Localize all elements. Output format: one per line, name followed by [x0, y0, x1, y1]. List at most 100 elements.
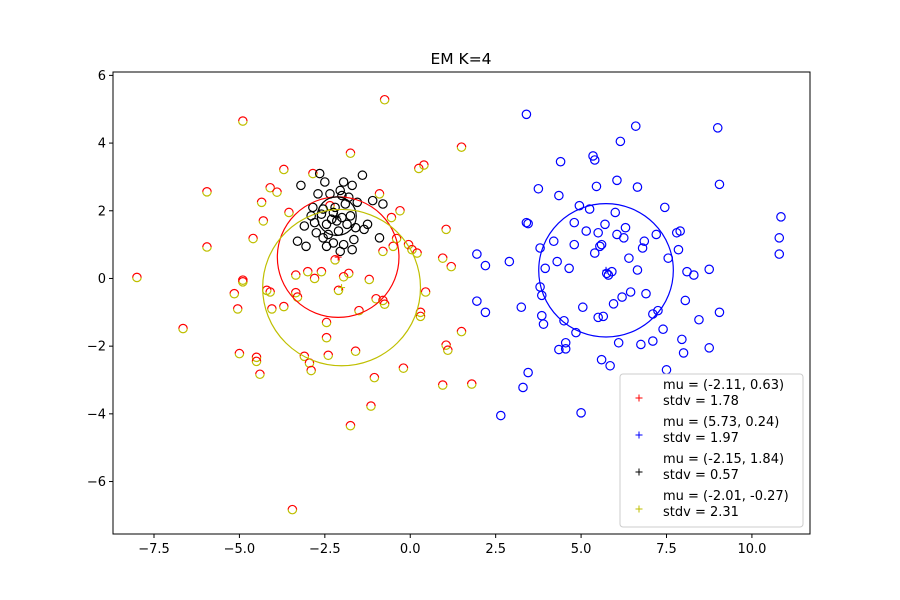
data-point-black	[357, 170, 368, 181]
data-point-red-yellow	[388, 241, 398, 252]
data-point-black	[328, 238, 339, 248]
data-point-blue	[516, 302, 527, 313]
data-point-blue	[704, 264, 715, 275]
x-tick-label: 10.0	[737, 542, 766, 557]
data-point-black	[330, 202, 340, 213]
data-point-black	[296, 180, 306, 191]
data-point-black	[367, 195, 378, 206]
legend-item-1: mu = (-2.11, 0.63) stdv = 1.78	[635, 378, 784, 409]
data-point-blue	[576, 408, 586, 418]
data-point-blue	[658, 324, 668, 335]
data-point-blue	[648, 336, 658, 346]
data-point-blue	[653, 305, 663, 316]
data-point-blue	[564, 263, 574, 274]
x-tick-label: −2.5	[309, 542, 341, 557]
y-tick-label: −4	[87, 407, 106, 422]
plot-marks	[132, 94, 786, 515]
legend-item-2: mu = (5.73, 0.24) stdv = 1.97	[635, 415, 779, 446]
data-point-blue	[651, 229, 662, 240]
data-point-red-yellow	[229, 288, 240, 299]
data-point-blue	[480, 260, 491, 271]
data-point-red-yellow	[287, 504, 298, 515]
x-tick-label: −7.5	[138, 542, 170, 557]
data-point-black	[301, 241, 311, 252]
data-point-black	[308, 202, 318, 213]
data-point-blue	[480, 307, 491, 318]
data-point-red-yellow	[132, 272, 142, 283]
data-point-red-yellow	[343, 268, 354, 279]
data-point-red-yellow	[302, 266, 313, 277]
data-point-blue	[569, 239, 580, 250]
data-point-blue	[552, 256, 562, 267]
data-point-blue	[554, 344, 564, 355]
data-point-blue	[523, 218, 533, 229]
legend-box	[619, 373, 804, 528]
data-point-blue	[581, 226, 592, 236]
data-point-black	[337, 190, 347, 201]
data-point-blue	[639, 236, 650, 247]
axes-frame	[112, 71, 811, 535]
legend-label-mu: mu = (-2.01, -0.27)	[663, 489, 789, 504]
data-point-blue	[776, 212, 786, 222]
data-point-red-yellow	[323, 350, 334, 361]
data-point-blue	[596, 239, 607, 250]
data-point-blue	[673, 244, 684, 255]
data-point-red-yellow	[238, 277, 248, 287]
data-point-blue	[593, 312, 603, 323]
chart-title: EM K=4	[430, 50, 491, 68]
data-point-red-yellow	[232, 304, 243, 314]
data-point-black	[292, 236, 303, 247]
cluster-circle-2	[538, 203, 674, 338]
data-point-red-yellow	[374, 189, 385, 199]
data-point-blue	[714, 307, 725, 318]
data-point-blue	[689, 270, 699, 280]
x-tick-label: 5.0	[571, 542, 592, 557]
data-point-blue	[624, 253, 634, 263]
legend-marker	[635, 468, 643, 476]
y-tick-label: −6	[87, 475, 106, 490]
data-point-blue	[560, 337, 571, 348]
data-point-red-yellow	[345, 420, 356, 431]
data-point-blue	[554, 190, 564, 201]
data-point-red-yellow	[251, 356, 262, 367]
data-point-blue	[521, 217, 532, 228]
data-point-blue	[632, 265, 643, 275]
data-point-black	[314, 168, 325, 179]
data-point-blue	[591, 181, 602, 192]
data-point-blue	[504, 256, 515, 267]
x-tick-label: 2.5	[485, 542, 506, 557]
data-point-red-yellow	[415, 311, 426, 322]
data-point-red-yellow	[284, 207, 294, 218]
data-point-red-yellow	[366, 401, 376, 411]
data-point-black	[313, 189, 323, 199]
data-point-red-yellow	[308, 168, 318, 179]
legend-label-stdv: stdv = 2.31	[663, 505, 739, 520]
data-point-blue	[678, 348, 689, 358]
data-point-red-yellow	[256, 197, 267, 208]
data-point-red-yellow	[272, 187, 282, 197]
y-tick-label: 6	[98, 69, 106, 84]
x-tick-label: 7.5	[656, 542, 677, 557]
data-point-black	[326, 214, 337, 225]
data-point-red-yellow	[279, 301, 289, 312]
data-point-red-yellow	[234, 348, 245, 359]
data-point-blue	[608, 299, 619, 309]
data-point-red-yellow	[321, 332, 332, 343]
data-point-red-yellow	[238, 116, 248, 126]
data-point-black	[345, 211, 356, 221]
data-point-red-yellow	[333, 285, 344, 296]
data-point-black	[342, 219, 352, 230]
data-point-black	[320, 177, 330, 187]
data-point-blue	[569, 217, 580, 228]
data-point-blue	[593, 227, 603, 238]
data-point-black	[338, 177, 349, 187]
data-point-blue	[613, 337, 624, 348]
data-point-blue	[712, 123, 723, 133]
data-point-blue	[548, 236, 559, 247]
data-point-red-yellow	[299, 351, 310, 362]
data-point-red-yellow	[369, 372, 380, 383]
data-point-black	[335, 246, 346, 257]
data-point-blue	[598, 311, 609, 322]
data-point-blue	[680, 295, 691, 306]
